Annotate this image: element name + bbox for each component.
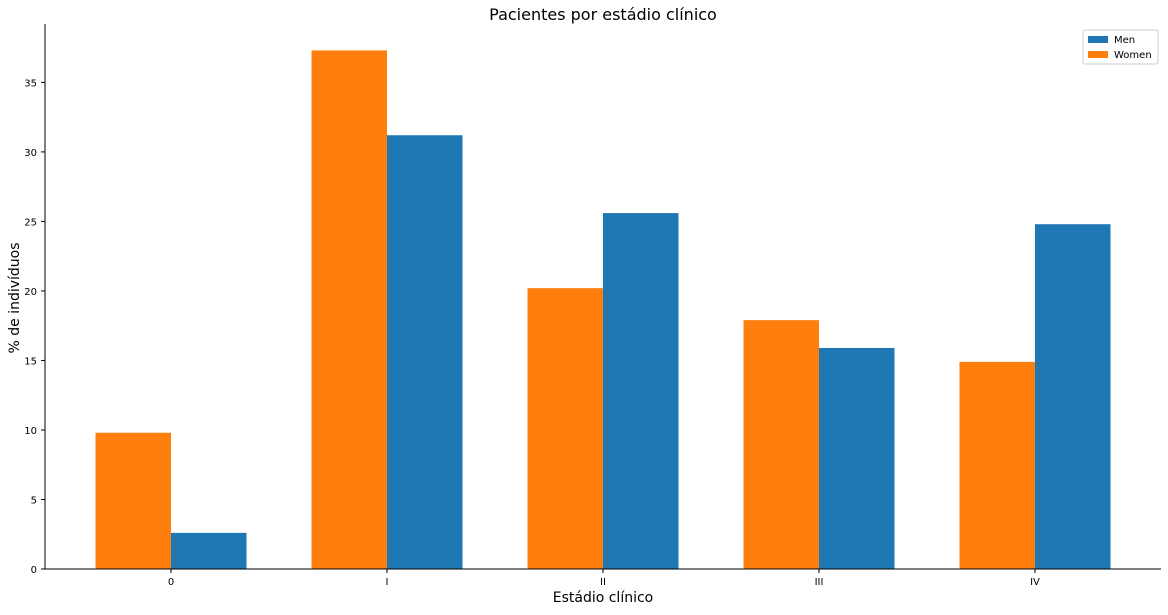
chart-title: Pacientes por estádio clínico xyxy=(489,5,717,24)
y-tick-label: 20 xyxy=(24,287,37,298)
bar-women-iv xyxy=(959,361,1035,569)
x-tick-label: 0 xyxy=(168,577,174,588)
x-tick-label: III xyxy=(815,577,824,588)
y-tick-label: 5 xyxy=(31,495,37,506)
legend-swatch-men xyxy=(1088,36,1108,43)
bar-men-iv xyxy=(1035,224,1111,569)
bar-men-ii xyxy=(603,213,679,569)
bar-men-iii xyxy=(819,347,895,569)
x-tick-label: I xyxy=(386,577,389,588)
x-axis-label: Estádio clínico xyxy=(553,590,654,606)
bar-women-0 xyxy=(95,432,171,569)
y-tick-label: 0 xyxy=(31,565,37,576)
y-tick-label: 10 xyxy=(24,426,37,437)
y-tick-label: 30 xyxy=(24,148,37,159)
legend-label-men: Men xyxy=(1114,35,1135,46)
bar-women-i xyxy=(311,50,387,569)
y-tick-label: 35 xyxy=(24,78,37,89)
bar-men-i xyxy=(387,135,463,569)
bars-layer xyxy=(95,50,1111,569)
y-tick-label: 25 xyxy=(24,217,37,228)
bar-women-iii xyxy=(743,320,819,569)
legend-label-women: Women xyxy=(1114,50,1152,61)
legend-swatch-women xyxy=(1088,51,1108,58)
x-tick-label: IV xyxy=(1030,577,1040,588)
bar-men-0 xyxy=(171,532,247,569)
bar-women-ii xyxy=(527,288,603,569)
y-axis-label: % de indivíduos xyxy=(7,242,23,353)
y-tick-label: 15 xyxy=(24,356,37,367)
x-tick-label: II xyxy=(600,577,606,588)
legend: Men Women xyxy=(1082,29,1159,65)
